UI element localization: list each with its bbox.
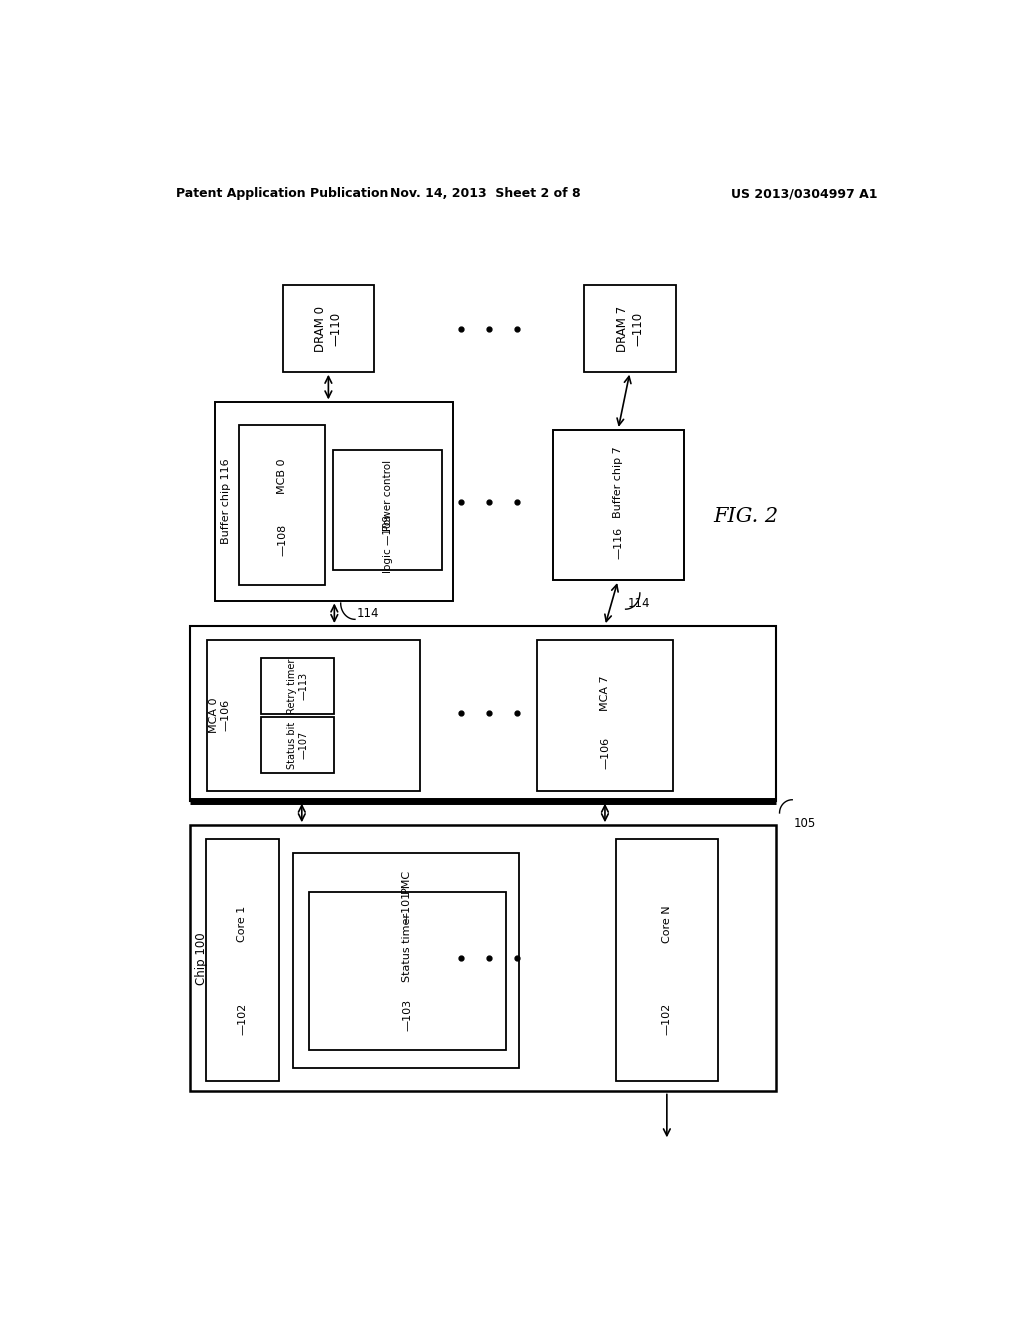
Text: —108: —108 — [276, 524, 287, 557]
FancyBboxPatch shape — [616, 840, 718, 1081]
FancyBboxPatch shape — [215, 403, 454, 601]
Text: —103: —103 — [402, 999, 413, 1031]
Text: MCA 0
—106: MCA 0 —106 — [209, 698, 230, 733]
Text: Patent Application Publication: Patent Application Publication — [176, 187, 388, 201]
Text: Status timer: Status timer — [402, 913, 413, 982]
Text: US 2013/0304997 A1: US 2013/0304997 A1 — [731, 187, 878, 201]
FancyBboxPatch shape — [309, 892, 506, 1049]
Text: Core 1: Core 1 — [238, 906, 247, 942]
Text: Buffer chip 7: Buffer chip 7 — [613, 446, 623, 519]
Text: 105: 105 — [794, 817, 816, 830]
FancyBboxPatch shape — [537, 640, 673, 791]
FancyBboxPatch shape — [207, 640, 420, 791]
Text: logic —109: logic —109 — [383, 515, 392, 573]
Text: Chip 100: Chip 100 — [196, 932, 208, 985]
Text: —106: —106 — [600, 737, 610, 770]
Text: —102: —102 — [238, 1002, 247, 1035]
Text: Core N: Core N — [662, 906, 672, 942]
Text: 114: 114 — [627, 597, 649, 610]
FancyBboxPatch shape — [585, 285, 676, 372]
Text: —116: —116 — [613, 527, 623, 558]
Text: DRAM 0
—110: DRAM 0 —110 — [314, 306, 342, 351]
Text: —101: —101 — [401, 891, 412, 923]
FancyBboxPatch shape — [189, 825, 775, 1092]
Text: Buffer chip 116: Buffer chip 116 — [221, 458, 231, 544]
FancyBboxPatch shape — [293, 853, 519, 1068]
Text: PMC: PMC — [401, 869, 412, 892]
Text: Nov. 14, 2013  Sheet 2 of 8: Nov. 14, 2013 Sheet 2 of 8 — [390, 187, 581, 201]
Text: DRAM 7
—110: DRAM 7 —110 — [616, 306, 644, 351]
FancyBboxPatch shape — [553, 430, 684, 581]
FancyBboxPatch shape — [261, 718, 334, 774]
Text: Retry timer
—113: Retry timer —113 — [287, 659, 308, 714]
FancyBboxPatch shape — [240, 425, 325, 585]
Text: FIG. 2: FIG. 2 — [713, 507, 778, 525]
Text: 114: 114 — [356, 607, 379, 619]
FancyBboxPatch shape — [206, 840, 279, 1081]
Text: Status bit
—107: Status bit —107 — [287, 722, 308, 770]
FancyBboxPatch shape — [189, 626, 775, 801]
FancyBboxPatch shape — [283, 285, 374, 372]
Text: MCA 7: MCA 7 — [600, 675, 610, 710]
Text: MCB 0: MCB 0 — [276, 458, 287, 494]
Text: Power control: Power control — [383, 461, 392, 531]
Text: —102: —102 — [662, 1002, 672, 1035]
FancyBboxPatch shape — [261, 659, 334, 714]
FancyBboxPatch shape — [333, 450, 442, 570]
